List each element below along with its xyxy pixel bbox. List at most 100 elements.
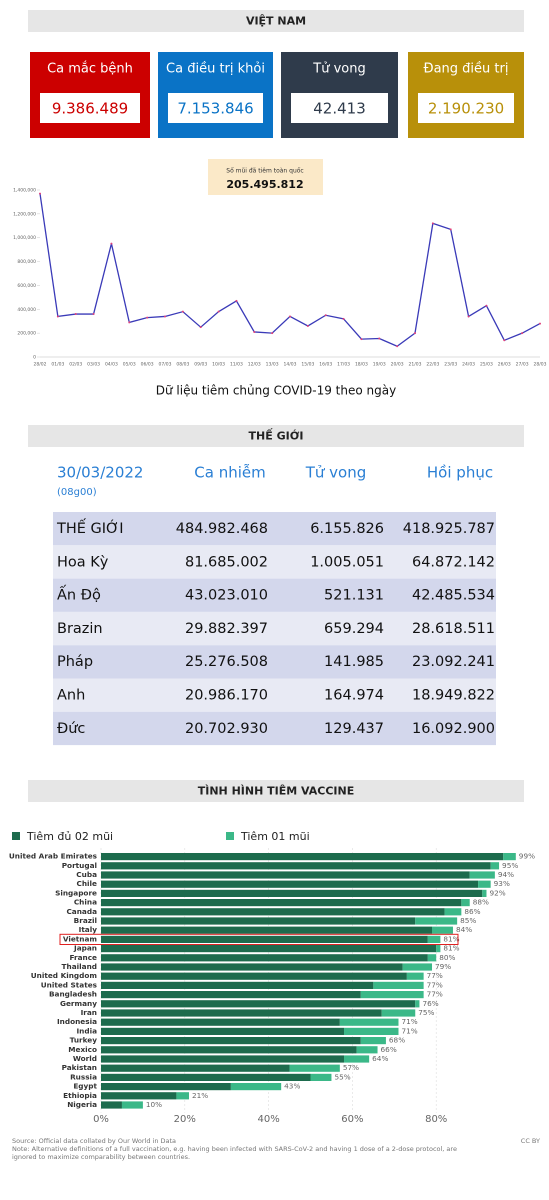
point xyxy=(253,330,256,333)
point xyxy=(271,332,274,335)
x-tick-label: 04/03 xyxy=(105,362,118,368)
bar-segment xyxy=(101,899,462,907)
bar-segment xyxy=(478,880,491,888)
category-label: India xyxy=(76,1026,97,1035)
table-cell: THẾ GIỚI xyxy=(56,518,124,537)
point xyxy=(110,242,113,245)
value-label: 77% xyxy=(427,971,443,980)
category-label: Cuba xyxy=(76,870,97,879)
bar-segment xyxy=(101,1064,290,1072)
point xyxy=(324,314,327,317)
x-tick-label: 26/03 xyxy=(498,362,511,368)
legend-swatch xyxy=(12,832,20,840)
bar-segment xyxy=(101,880,479,888)
x-tick-label: 20% xyxy=(174,1114,196,1125)
category-label: Iran xyxy=(81,1008,97,1017)
y-tick-label: 1,400,000 xyxy=(13,188,36,194)
x-tick-label: 07/03 xyxy=(159,362,172,368)
section-bar xyxy=(28,425,524,447)
value-label: 86% xyxy=(464,907,480,916)
y-tick-label: 200,000 xyxy=(17,331,36,337)
point xyxy=(396,345,399,348)
x-tick-label: 12/03 xyxy=(248,362,261,368)
table-cell: Brazin xyxy=(57,621,103,637)
bar-segment xyxy=(101,1037,361,1045)
category-label: Germany xyxy=(60,999,97,1008)
stat-value-box xyxy=(291,93,388,123)
point xyxy=(485,304,488,307)
table-cell: 484.982.468 xyxy=(176,521,268,537)
bar-segment xyxy=(101,1092,177,1100)
bar-segment xyxy=(121,1101,143,1109)
y-tick-label: 1,000,000 xyxy=(13,235,36,241)
stat-value-box xyxy=(40,93,140,123)
bar-segment xyxy=(482,889,487,897)
value-label: 94% xyxy=(498,870,514,879)
table-cell: 29.882.397 xyxy=(185,621,268,637)
table-time: (08g00) xyxy=(57,487,97,498)
category-label: Thailand xyxy=(62,962,97,971)
category-label: France xyxy=(69,953,97,962)
bar-segment xyxy=(461,899,470,907)
section-bar xyxy=(28,10,524,32)
badge-label: Số mũi đã tiêm toàn quốc xyxy=(226,168,303,175)
bar-segment xyxy=(101,945,437,953)
x-tick-label: 10/03 xyxy=(212,362,225,368)
point xyxy=(539,322,541,325)
table-row xyxy=(53,611,496,646)
point xyxy=(342,317,345,320)
bar-segment xyxy=(373,981,424,989)
table-row xyxy=(53,545,496,579)
badge-value: 205.495.812 xyxy=(226,178,303,191)
table-cell: 141.985 xyxy=(324,654,384,670)
x-tick-label: 19/03 xyxy=(373,362,386,368)
value-label: 21% xyxy=(192,1091,208,1100)
bar-segment xyxy=(101,1046,357,1054)
value-label: 57% xyxy=(343,1063,359,1072)
section-title: THẾ GIỚI xyxy=(249,428,304,443)
point xyxy=(306,324,309,327)
stat-value: 2.190.230 xyxy=(428,100,504,118)
point xyxy=(39,192,41,195)
x-tick-label: 05/03 xyxy=(123,362,136,368)
table-cell: Anh xyxy=(57,688,85,704)
value-label: 77% xyxy=(427,980,443,989)
point xyxy=(414,332,416,335)
stat-value: 42.413 xyxy=(313,100,366,118)
x-tick-label: 08/03 xyxy=(176,362,189,368)
bar-segment xyxy=(101,1101,122,1109)
category-label: Pakistan xyxy=(62,1063,97,1072)
category-label: Bangladesh xyxy=(49,990,97,999)
bar-segment xyxy=(101,871,470,879)
table-row xyxy=(53,711,496,746)
bar-segment xyxy=(101,935,428,943)
x-tick-label: 21/03 xyxy=(409,362,422,368)
bar-segment xyxy=(406,972,424,980)
point xyxy=(289,315,291,318)
point xyxy=(164,315,166,318)
stat-label: Ca điều trị khỏi xyxy=(166,62,265,77)
value-label: 75% xyxy=(418,1008,434,1017)
table-row xyxy=(53,645,496,679)
column-header: Hồi phục xyxy=(427,464,493,482)
table-date: 30/03/2022 xyxy=(57,464,143,482)
bar-segment xyxy=(415,1000,420,1008)
table-cell: 18.949.822 xyxy=(412,688,495,704)
bar-segment xyxy=(427,954,437,962)
point xyxy=(74,313,77,316)
bar-segment xyxy=(101,1083,231,1091)
value-label: 43% xyxy=(284,1082,300,1091)
value-label: 81% xyxy=(443,944,459,953)
x-tick-label: 40% xyxy=(257,1114,279,1125)
x-tick-label: 80% xyxy=(425,1114,447,1125)
legend-swatch xyxy=(226,832,234,840)
category-label: United Arab Emirates xyxy=(9,852,97,861)
bar-segment xyxy=(360,991,424,999)
value-label: 95% xyxy=(502,861,518,870)
x-tick-label: 18/03 xyxy=(355,362,368,368)
x-tick-label: 28/02 xyxy=(34,362,47,368)
section-bar xyxy=(28,780,524,802)
point xyxy=(378,337,381,340)
line xyxy=(39,193,541,348)
bar-segment xyxy=(344,1027,399,1035)
